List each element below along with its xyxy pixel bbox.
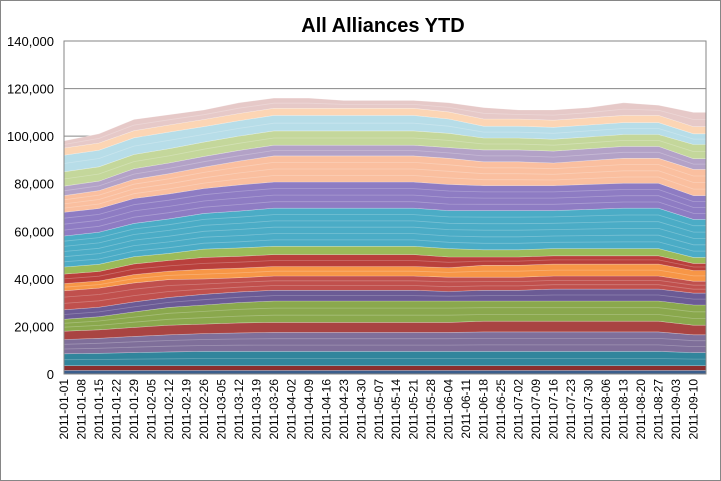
series-stripe bbox=[63, 233, 706, 258]
x-tick-label: 2011-05-07 bbox=[372, 379, 386, 440]
x-tick-label: 2011-06-25 bbox=[494, 379, 508, 440]
x-tick-label: 2011-09-10 bbox=[687, 379, 701, 440]
x-tick-label: 2011-03-19 bbox=[249, 379, 263, 440]
x-tick-label: 2011-01-08 bbox=[74, 379, 88, 440]
x-tick-label: 2011-04-16 bbox=[319, 379, 333, 440]
chart-title: All Alliances YTD bbox=[301, 15, 464, 37]
x-tick-label: 2011-03-12 bbox=[232, 379, 246, 440]
series-stripe bbox=[63, 294, 706, 315]
x-tick-label: 2011-07-02 bbox=[512, 379, 526, 440]
series-stripe bbox=[63, 239, 706, 263]
series-stripe bbox=[63, 162, 706, 201]
x-tick-label: 2011-02-12 bbox=[162, 379, 176, 440]
y-tick-label: 140,000 bbox=[7, 34, 54, 49]
series-stripe bbox=[63, 175, 706, 209]
x-tick-label: 2011-08-13 bbox=[617, 379, 631, 440]
series-stripe bbox=[63, 259, 706, 280]
x-tick-label: 2011-01-15 bbox=[92, 379, 106, 440]
series-stripe bbox=[63, 214, 706, 242]
x-tick-label: 2011-04-09 bbox=[302, 379, 316, 440]
series-stripe bbox=[63, 137, 706, 180]
x-tick-label: 2011-09-03 bbox=[669, 379, 683, 440]
x-tick-label: 2011-01-01 bbox=[57, 379, 71, 440]
x-tick-label: 2011-07-30 bbox=[582, 379, 596, 440]
series-stripe bbox=[63, 194, 706, 225]
plot-area-border bbox=[63, 40, 707, 375]
x-tick-label: 2011-02-26 bbox=[197, 379, 211, 440]
series-stripe bbox=[63, 314, 706, 328]
x-tick-label: 2011-01-29 bbox=[127, 379, 141, 440]
x-tick-label: 2011-02-05 bbox=[144, 379, 158, 440]
y-tick-label: 100,000 bbox=[7, 129, 54, 144]
y-axis: 0 20,000 40,000 60,000 80,000 100,000 120,000 1… bbox=[7, 34, 54, 382]
x-tick-label: 2011-06-11 bbox=[459, 379, 473, 439]
series-stripe bbox=[63, 150, 706, 192]
x-tick-label: 2011-04-23 bbox=[337, 379, 351, 440]
y-tick-label: 80,000 bbox=[14, 177, 54, 192]
series-stripe bbox=[63, 188, 706, 219]
series-stripe bbox=[63, 201, 706, 231]
x-axis: 2011-01-01 2011-01-08 2011-01-15 2011-01-22… bbox=[57, 379, 701, 440]
x-tick-label: 2011-03-26 bbox=[267, 379, 281, 440]
x-tick-label: 2011-07-23 bbox=[564, 379, 578, 440]
x-tick-label: 2011-05-21 bbox=[407, 379, 421, 440]
x-tick-label: 2011-08-27 bbox=[652, 379, 666, 440]
x-tick-label: 2011-04-30 bbox=[354, 379, 368, 440]
series-stripe bbox=[63, 307, 706, 324]
y-tick-label: 40,000 bbox=[14, 272, 54, 287]
x-tick-label: 2011-05-14 bbox=[389, 379, 403, 440]
x-tick-label: 2011-07-09 bbox=[529, 379, 543, 440]
series-stripe bbox=[63, 220, 706, 247]
series-area-1 bbox=[63, 370, 707, 375]
x-tick-label: 2011-06-18 bbox=[477, 379, 491, 440]
series-stripe bbox=[63, 280, 706, 298]
y-tick-label: 60,000 bbox=[14, 224, 54, 239]
y-tick-label: 0 bbox=[47, 367, 54, 382]
series-stripe bbox=[63, 344, 706, 350]
x-tick-label: 2011-01-22 bbox=[109, 379, 123, 440]
x-tick-label: 2011-06-04 bbox=[442, 379, 456, 440]
series-stripe bbox=[63, 122, 706, 164]
x-tick-label: 2011-08-06 bbox=[599, 379, 613, 440]
x-tick-label: 2011-05-28 bbox=[424, 379, 438, 440]
series-stripe bbox=[63, 102, 706, 145]
series-stripe bbox=[63, 284, 706, 304]
x-tick-label: 2011-03-05 bbox=[214, 379, 228, 440]
x-tick-label: 2011-04-02 bbox=[284, 379, 298, 440]
series-stripe bbox=[63, 226, 706, 252]
series-area-2 bbox=[63, 365, 707, 371]
x-tick-label: 2011-08-20 bbox=[634, 379, 648, 440]
series-stripe bbox=[63, 338, 706, 345]
series-areas bbox=[63, 97, 707, 375]
y-tick-label: 120,000 bbox=[7, 82, 54, 97]
y-tick-label: 20,000 bbox=[14, 319, 54, 334]
x-tick-label: 2011-02-19 bbox=[179, 379, 193, 440]
x-tick-label: 2011-07-16 bbox=[547, 379, 561, 440]
series-stripe bbox=[63, 358, 706, 361]
series-stripe bbox=[63, 269, 706, 288]
series-stripe bbox=[63, 168, 706, 205]
